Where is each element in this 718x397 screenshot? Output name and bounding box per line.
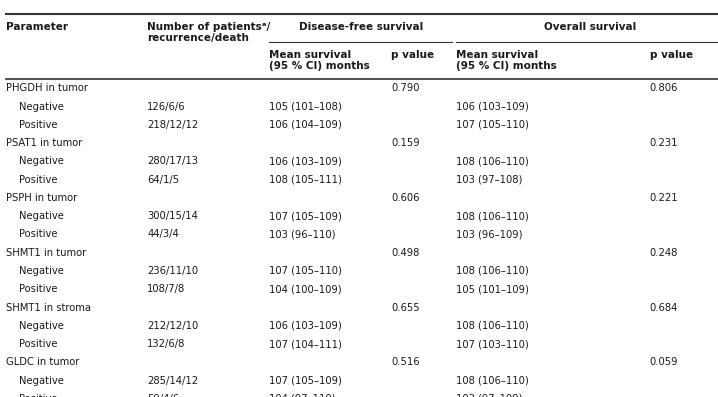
Text: 0.655: 0.655 xyxy=(391,303,420,312)
Text: 108/7/8: 108/7/8 xyxy=(147,284,185,294)
Text: SHMT1 in tumor: SHMT1 in tumor xyxy=(6,248,86,258)
Text: 236/11/10: 236/11/10 xyxy=(147,266,198,276)
Text: 103 (97–109): 103 (97–109) xyxy=(456,394,523,397)
Text: PSAT1 in tumor: PSAT1 in tumor xyxy=(6,138,82,148)
Text: Negative: Negative xyxy=(19,156,63,166)
Text: 108 (106–110): 108 (106–110) xyxy=(456,156,528,166)
Text: 0.516: 0.516 xyxy=(391,357,420,367)
Text: 108 (106–110): 108 (106–110) xyxy=(456,266,528,276)
Text: Negative: Negative xyxy=(19,321,63,331)
Text: 105 (101–108): 105 (101–108) xyxy=(269,102,342,112)
Text: PSPH in tumor: PSPH in tumor xyxy=(6,193,77,203)
Text: Number of patientsᵃ/
recurrence/death: Number of patientsᵃ/ recurrence/death xyxy=(147,22,271,43)
Text: 108 (106–110): 108 (106–110) xyxy=(456,211,528,221)
Text: 0.790: 0.790 xyxy=(391,83,420,93)
Text: 44/3/4: 44/3/4 xyxy=(147,229,179,239)
Text: 103 (96–110): 103 (96–110) xyxy=(269,229,336,239)
Text: 104 (100–109): 104 (100–109) xyxy=(269,284,342,294)
Text: 108 (105–111): 108 (105–111) xyxy=(269,175,342,185)
Text: 107 (105–110): 107 (105–110) xyxy=(269,266,342,276)
Text: 300/15/14: 300/15/14 xyxy=(147,211,198,221)
Text: 285/14/12: 285/14/12 xyxy=(147,376,198,385)
Text: 0.159: 0.159 xyxy=(391,138,420,148)
Text: 212/12/10: 212/12/10 xyxy=(147,321,198,331)
Text: Mean survival
(95 % CI) months: Mean survival (95 % CI) months xyxy=(456,50,556,71)
Text: p value: p value xyxy=(391,50,434,60)
Text: Parameter: Parameter xyxy=(6,22,67,32)
Text: Positive: Positive xyxy=(19,284,57,294)
Text: 0.248: 0.248 xyxy=(650,248,679,258)
Text: Positive: Positive xyxy=(19,120,57,130)
Text: p value: p value xyxy=(650,50,693,60)
Text: 59/4/6: 59/4/6 xyxy=(147,394,180,397)
Text: 103 (97–108): 103 (97–108) xyxy=(456,175,522,185)
Text: Positive: Positive xyxy=(19,229,57,239)
Text: 126/6/6: 126/6/6 xyxy=(147,102,186,112)
Text: 0.806: 0.806 xyxy=(650,83,679,93)
Text: 107 (105–109): 107 (105–109) xyxy=(269,211,342,221)
Text: PHGDH in tumor: PHGDH in tumor xyxy=(6,83,88,93)
Text: 0.221: 0.221 xyxy=(650,193,679,203)
Text: 0.498: 0.498 xyxy=(391,248,420,258)
Text: 106 (103–109): 106 (103–109) xyxy=(269,156,342,166)
Text: Disease-free survival: Disease-free survival xyxy=(299,22,423,32)
Text: Overall survival: Overall survival xyxy=(544,22,637,32)
Text: 64/1/5: 64/1/5 xyxy=(147,175,180,185)
Text: 107 (105–109): 107 (105–109) xyxy=(269,376,342,385)
Text: Negative: Negative xyxy=(19,266,63,276)
Text: SHMT1 in stroma: SHMT1 in stroma xyxy=(6,303,90,312)
Text: Positive: Positive xyxy=(19,394,57,397)
Text: GLDC in tumor: GLDC in tumor xyxy=(6,357,79,367)
Text: Positive: Positive xyxy=(19,175,57,185)
Text: 108 (106–110): 108 (106–110) xyxy=(456,321,528,331)
Text: Negative: Negative xyxy=(19,376,63,385)
Text: 107 (104–111): 107 (104–111) xyxy=(269,339,342,349)
Text: 107 (105–110): 107 (105–110) xyxy=(456,120,528,130)
Text: 103 (96–109): 103 (96–109) xyxy=(456,229,523,239)
Text: 218/12/12: 218/12/12 xyxy=(147,120,198,130)
Text: 0.231: 0.231 xyxy=(650,138,679,148)
Text: 132/6/8: 132/6/8 xyxy=(147,339,185,349)
Text: 108 (106–110): 108 (106–110) xyxy=(456,376,528,385)
Text: 106 (103–109): 106 (103–109) xyxy=(269,321,342,331)
Text: Mean survival
(95 % CI) months: Mean survival (95 % CI) months xyxy=(269,50,370,71)
Text: 106 (103–109): 106 (103–109) xyxy=(456,102,528,112)
Text: Negative: Negative xyxy=(19,102,63,112)
Text: 0.059: 0.059 xyxy=(650,357,679,367)
Text: Positive: Positive xyxy=(19,339,57,349)
Text: 0.606: 0.606 xyxy=(391,193,420,203)
Text: 280/17/13: 280/17/13 xyxy=(147,156,198,166)
Text: 105 (101–109): 105 (101–109) xyxy=(456,284,528,294)
Text: 107 (103–110): 107 (103–110) xyxy=(456,339,528,349)
Text: Negative: Negative xyxy=(19,211,63,221)
Text: 104 (97–110): 104 (97–110) xyxy=(269,394,336,397)
Text: 106 (104–109): 106 (104–109) xyxy=(269,120,342,130)
Text: 0.684: 0.684 xyxy=(650,303,679,312)
